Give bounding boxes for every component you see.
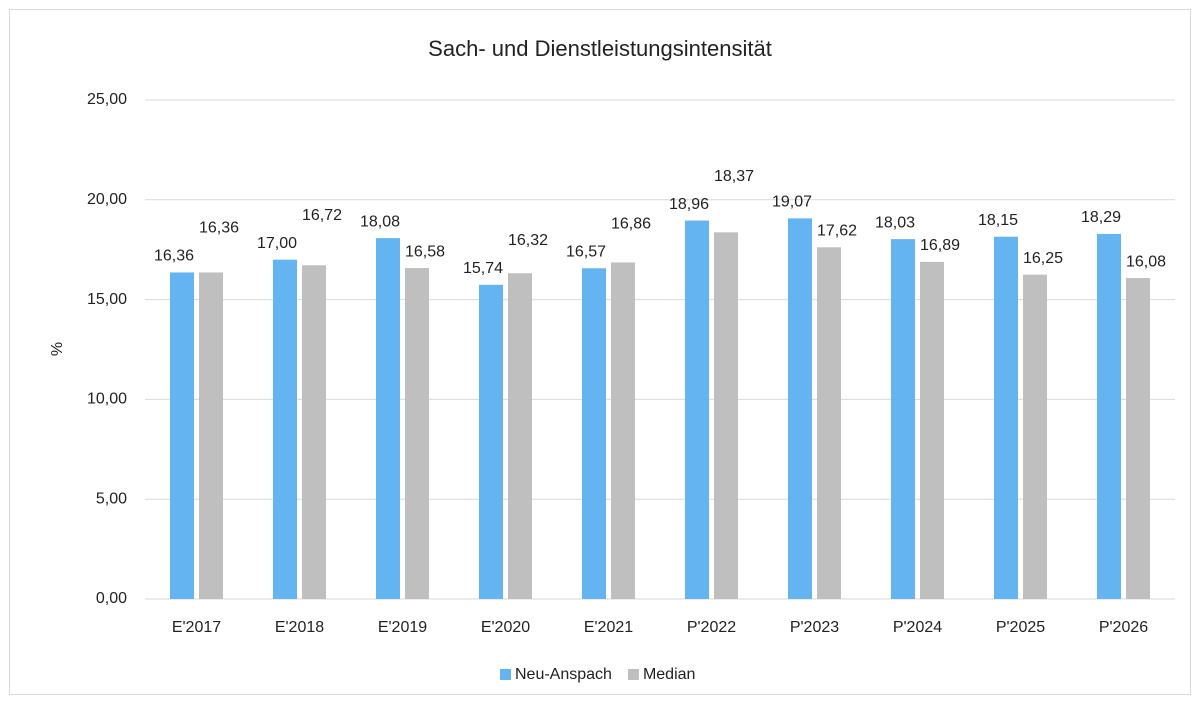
data-label: 16,72 [302,207,342,224]
chart-title: Sach- und Dienstleistungsintensität [428,36,772,61]
data-label: 18,37 [714,168,754,185]
x-tick-label: P'2022 [687,619,736,636]
data-label: 16,36 [154,248,194,265]
data-label: 18,08 [360,213,400,230]
data-label: 16,25 [1023,250,1063,267]
bar [170,272,194,599]
x-tick-label: P'2026 [1099,619,1148,636]
x-tick-label: E'2018 [275,619,324,636]
bar [817,247,841,599]
bar [273,259,297,599]
bar [685,220,709,599]
bar [1097,233,1121,600]
x-tick-label: E'2019 [378,619,427,636]
bar [376,238,400,599]
y-tick-label: 10,00 [87,391,127,408]
bar [199,272,223,599]
legend-label: Neu-Anspach [515,666,612,683]
data-label: 16,89 [920,237,960,254]
data-label: 16,32 [508,232,548,249]
bar [1023,274,1047,599]
bar [920,261,944,599]
y-tick-label: 0,00 [96,590,127,607]
legend-swatch [500,669,511,680]
data-label: 18,96 [669,196,709,213]
bar [1126,278,1150,599]
data-label: 15,74 [463,260,503,277]
y-tick-label: 15,00 [87,291,127,308]
bar [302,265,326,599]
data-label: 18,29 [1081,209,1121,226]
bar [788,218,812,599]
x-tick-label: P'2024 [893,619,942,636]
bar [611,262,635,599]
data-label: 16,36 [199,220,239,237]
data-label: 16,08 [1126,253,1166,270]
bar [582,268,606,599]
x-tick-label: P'2023 [790,619,839,636]
bar [508,273,532,599]
bar [891,239,915,599]
data-label: 17,00 [257,235,297,252]
data-label: 19,07 [772,194,812,211]
bar [994,236,1018,599]
y-tick-label: 5,00 [96,490,127,507]
y-axis-label: % [49,342,66,356]
y-tick-label: 20,00 [87,191,127,208]
x-tick-label: E'2020 [481,619,530,636]
data-label: 16,58 [405,243,445,260]
bar [479,284,503,599]
bar [405,268,429,599]
data-label: 17,62 [817,223,857,240]
bar [714,232,738,600]
data-label: 16,57 [566,243,606,260]
x-tick-label: P'2025 [996,619,1045,636]
x-tick-label: E'2021 [584,619,633,636]
y-tick-label: 25,00 [87,91,127,108]
legend-swatch [627,669,639,680]
legend-label: Median [643,666,695,683]
data-label: 18,03 [875,214,915,231]
data-label: 16,86 [611,215,651,232]
x-tick-label: E'2017 [172,619,221,636]
data-label: 18,15 [978,212,1018,229]
